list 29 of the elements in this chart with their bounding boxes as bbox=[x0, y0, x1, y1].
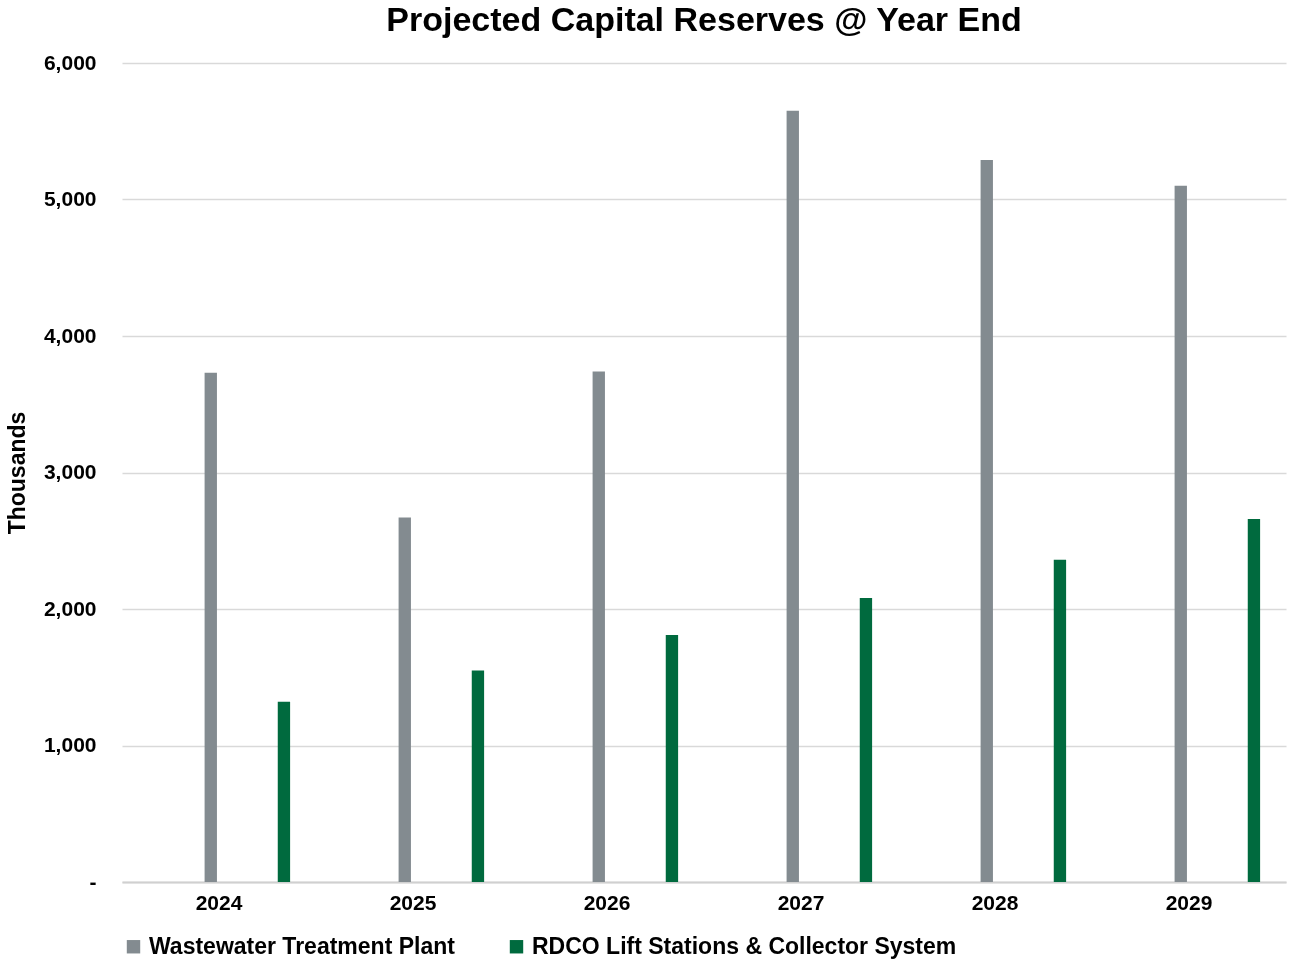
x-tick-label: 2028 bbox=[971, 890, 1019, 914]
y-tick-label: - bbox=[89, 869, 97, 893]
x-tick-label: 2029 bbox=[1165, 890, 1213, 914]
bar bbox=[1247, 518, 1261, 882]
y-tick-label: 2,000 bbox=[43, 596, 97, 620]
bar bbox=[1053, 559, 1067, 882]
legend-label: Wastewater Treatment Plant bbox=[149, 932, 456, 959]
x-tick-label: 2024 bbox=[195, 890, 243, 914]
x-tick-label: 2025 bbox=[389, 890, 437, 914]
bar bbox=[277, 701, 291, 882]
bar bbox=[204, 372, 217, 882]
y-axis-title: Thousands bbox=[3, 411, 30, 535]
y-tick-label: 6,000 bbox=[43, 50, 97, 74]
bar bbox=[980, 159, 993, 882]
x-tick-label: 2026 bbox=[583, 890, 631, 914]
y-tick-label: 3,000 bbox=[43, 460, 97, 483]
bar bbox=[859, 598, 873, 882]
bar bbox=[592, 371, 605, 882]
chart-title: Projected Capital Reserves @ Year End bbox=[386, 0, 1022, 38]
bar bbox=[398, 517, 411, 882]
bar bbox=[471, 670, 485, 882]
bar bbox=[665, 634, 679, 882]
y-tick-label: 5,000 bbox=[43, 187, 97, 210]
x-tick-label: 2027 bbox=[777, 890, 825, 914]
bar bbox=[1174, 185, 1187, 882]
y-tick-label: 4,000 bbox=[43, 323, 97, 347]
legend-label: RDCO Lift Stations & Collector System bbox=[532, 932, 957, 959]
y-tick-label: 1,000 bbox=[43, 733, 97, 756]
bar bbox=[786, 110, 799, 882]
